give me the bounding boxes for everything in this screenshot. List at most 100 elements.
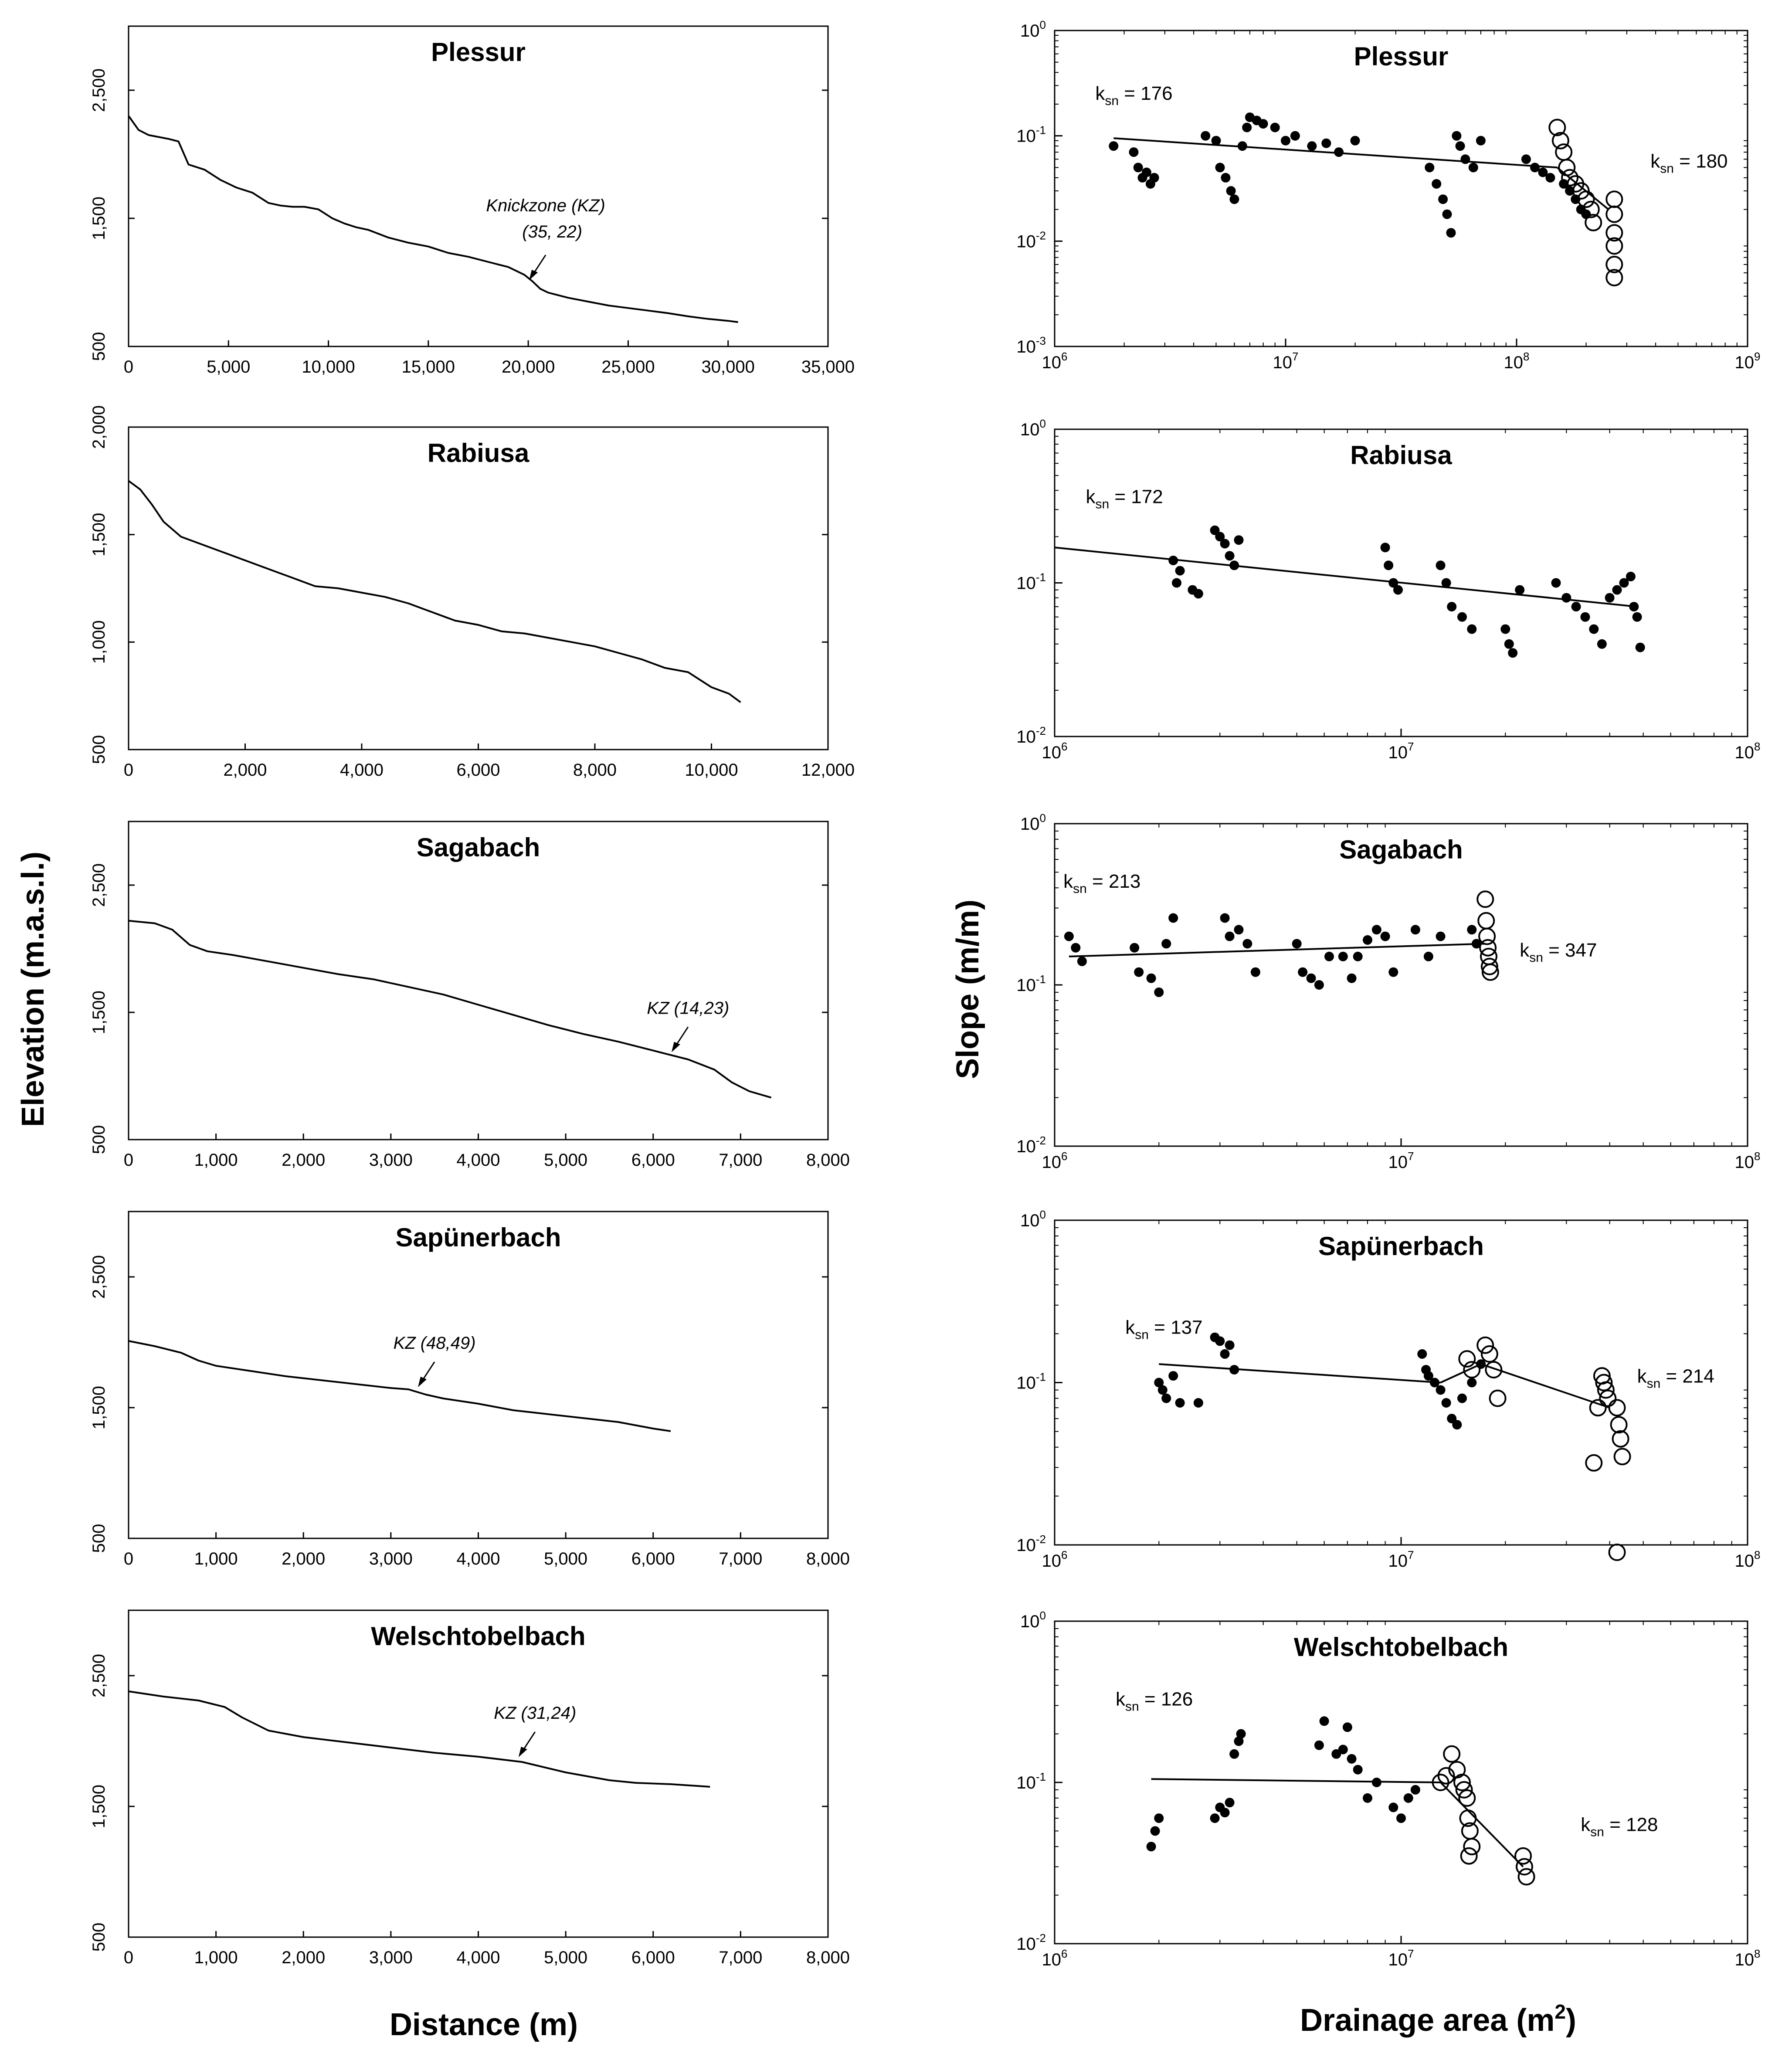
x-tick-label: 8,000 bbox=[806, 1948, 850, 1967]
data-point-open bbox=[1589, 1399, 1607, 1417]
x-tick-label: 0 bbox=[124, 357, 133, 377]
data-point-filled bbox=[1417, 1349, 1427, 1359]
x-tick-label: 6,000 bbox=[631, 1948, 675, 1967]
data-point-open bbox=[1599, 1389, 1617, 1407]
chart-title: Rabiusa bbox=[428, 438, 529, 468]
data-point-filled bbox=[1551, 578, 1561, 588]
data-point-open bbox=[1476, 1336, 1494, 1354]
plot-frame bbox=[128, 821, 829, 1140]
data-point-open bbox=[1585, 1454, 1603, 1472]
data-point-filled bbox=[1629, 602, 1639, 612]
data-point-filled bbox=[1612, 585, 1622, 595]
data-point-open bbox=[1458, 1789, 1476, 1807]
profile-line bbox=[128, 920, 772, 1099]
y-tick-exponent: -1 bbox=[1036, 1770, 1046, 1783]
data-point-filled bbox=[1538, 167, 1548, 177]
x-tick-exponent: 6 bbox=[1061, 1150, 1067, 1163]
x-tick-label: 107 bbox=[1388, 1150, 1414, 1172]
x-tick-label: 1,000 bbox=[194, 1948, 238, 1967]
data-point-filled bbox=[1154, 987, 1164, 997]
data-point-open bbox=[1485, 1361, 1503, 1378]
y-tick-label: 1,000 bbox=[89, 620, 109, 664]
x-tick-label: 7,000 bbox=[719, 1549, 762, 1568]
data-point-filled bbox=[1580, 612, 1590, 622]
x-tick-label: 7,000 bbox=[719, 1151, 762, 1170]
data-point-filled bbox=[1545, 173, 1555, 183]
knickzone-annotation-coords: (35, 22) bbox=[522, 222, 582, 241]
data-point-filled bbox=[1314, 980, 1324, 990]
x-tick-label: 15,000 bbox=[402, 357, 455, 377]
plot-frame bbox=[1054, 823, 1748, 1147]
data-point-filled bbox=[1371, 925, 1381, 935]
elevation-axis-label: Elevation (m.a.s.l.) bbox=[16, 852, 51, 1127]
panel-profile-rabiusa: Rabiusa 0 2,000 4,000 6,000 8,000 10,000 12,000… bbox=[89, 405, 855, 780]
x-tick-label: 2,000 bbox=[223, 760, 267, 780]
data-point-open bbox=[1605, 224, 1623, 242]
data-point-filled bbox=[1161, 939, 1171, 949]
y-tick-exponent: -1 bbox=[1036, 124, 1046, 137]
ksn-subscript: sn bbox=[1073, 882, 1087, 896]
ksn-value: = 180 bbox=[1674, 150, 1728, 172]
data-point-filled bbox=[1236, 1729, 1246, 1739]
data-point-filled bbox=[1530, 163, 1540, 173]
data-point-filled bbox=[1071, 943, 1081, 953]
data-point-filled bbox=[1168, 556, 1178, 565]
data-point-filled bbox=[1141, 167, 1151, 177]
x-tick-label: 108 bbox=[1735, 740, 1761, 762]
data-point-filled bbox=[1338, 1745, 1348, 1755]
annotation-arrow-head bbox=[529, 270, 538, 281]
x-tick-exponent: 7 bbox=[1292, 350, 1298, 363]
knickzone-annotation: KZ (14,23) bbox=[647, 998, 729, 1018]
x-tick-exponent: 6 bbox=[1061, 740, 1067, 753]
x-tick-label: 1,000 bbox=[194, 1151, 238, 1170]
x-tick-exponent: 7 bbox=[1408, 740, 1414, 753]
x-tick-exponent: 7 bbox=[1408, 1548, 1414, 1561]
annotation-arrow-head bbox=[418, 1377, 427, 1387]
panel-profile-plessur: Plessur 0 5,000 10,000 15,000 20,000 25,000 30,… bbox=[89, 25, 855, 377]
data-point-filled bbox=[1504, 639, 1514, 649]
y-tick-exponent: -3 bbox=[1036, 334, 1046, 347]
data-point-open bbox=[1555, 143, 1573, 161]
fit-line bbox=[1054, 546, 1637, 608]
x-tick-label: 107 bbox=[1388, 1548, 1414, 1571]
data-point-filled bbox=[1438, 194, 1448, 204]
data-point-filled bbox=[1146, 973, 1156, 983]
data-point-filled bbox=[1626, 571, 1636, 581]
ksn-label: ksn = 180 bbox=[1650, 150, 1728, 176]
chart-title: Sagabach bbox=[417, 833, 540, 862]
ksn-value: = 126 bbox=[1139, 1688, 1193, 1710]
x-tick-exponent: 9 bbox=[1754, 350, 1760, 363]
data-point-filled bbox=[1338, 951, 1348, 961]
x-tick-exponent: 6 bbox=[1061, 1947, 1067, 1960]
fit-line bbox=[1151, 1778, 1441, 1783]
data-point-filled bbox=[1220, 1808, 1230, 1818]
data-point-filled bbox=[1457, 612, 1467, 622]
data-point-filled bbox=[1281, 136, 1290, 146]
y-tick-label: 1,500 bbox=[89, 991, 109, 1034]
data-point-open bbox=[1453, 1774, 1471, 1791]
drainage-axis-label-text: Drainage area (m bbox=[1300, 2003, 1554, 2038]
x-tick-label: 107 bbox=[1388, 1947, 1414, 1969]
data-point-filled bbox=[1467, 925, 1477, 935]
data-point-filled bbox=[1384, 560, 1394, 570]
annotation-arrow-head bbox=[518, 1747, 527, 1757]
panel-profile-welschtobelbach: Welschtobelbach 0 1,000 2,000 3,000 4,000 5,00… bbox=[89, 1609, 850, 1967]
data-point-filled bbox=[1211, 136, 1221, 146]
y-tick-label: 10-1 bbox=[1016, 973, 1046, 995]
x-tick-label: 4,000 bbox=[456, 1948, 500, 1967]
data-point-filled bbox=[1172, 578, 1181, 588]
data-point-filled bbox=[1452, 1420, 1462, 1430]
data-point-filled bbox=[1350, 136, 1360, 146]
y-tick-exponent: 0 bbox=[1040, 18, 1046, 31]
plot-frame bbox=[128, 1609, 829, 1938]
x-tick-label: 1,000 bbox=[194, 1549, 238, 1568]
x-tick-label: 20,000 bbox=[502, 357, 555, 377]
data-point-filled bbox=[1632, 612, 1642, 622]
ksn-subscript: sn bbox=[1590, 1825, 1604, 1839]
x-tick-label: 108 bbox=[1735, 1548, 1761, 1571]
knickzone-annotation: KZ (48,49) bbox=[394, 1334, 476, 1353]
data-point-filled bbox=[1363, 935, 1372, 945]
x-tick-label: 2,000 bbox=[282, 1549, 325, 1568]
data-point-filled bbox=[1508, 648, 1518, 658]
